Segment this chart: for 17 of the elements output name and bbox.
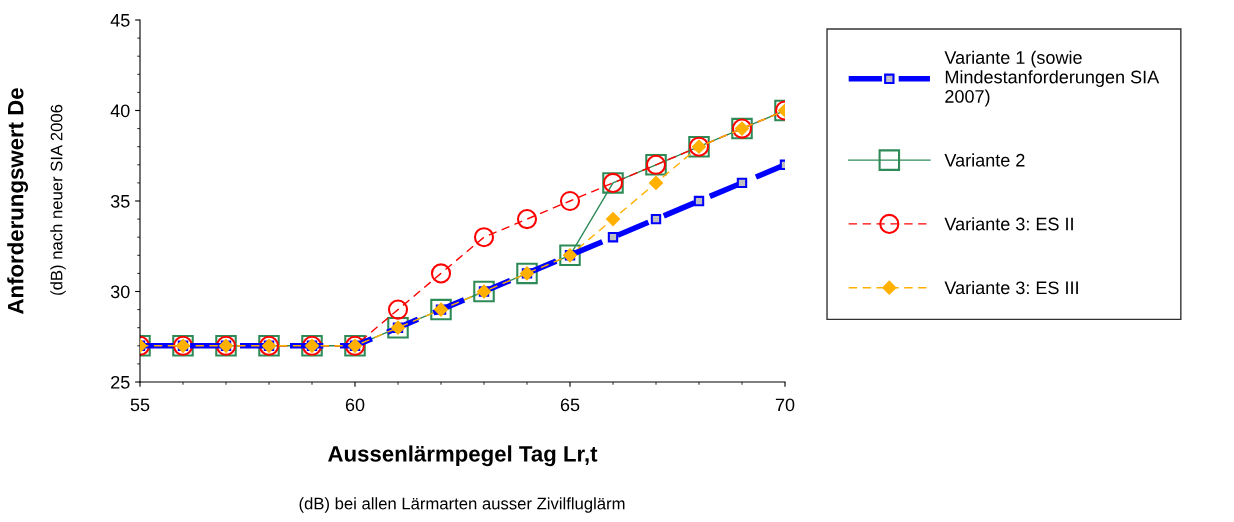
text: (dB) nach neuer SIA 2006 bbox=[50, 104, 66, 295]
text: (dB) bei allen Lärmarten ausser Zivilfluglärm bbox=[299, 497, 625, 513]
legend-label: Variante 1 (sowie Mindestanforderungen SIA 2007) bbox=[944, 50, 1160, 107]
y-tick-label: 45 bbox=[110, 14, 130, 27]
y-tick-label: 30 bbox=[110, 285, 130, 299]
x-axis-title: Aussenlärmpegel Tag Lr,t bbox=[328, 445, 598, 467]
legend-label: Variante 2 bbox=[944, 153, 1025, 167]
x-tick-label: 60 bbox=[345, 398, 365, 412]
y-tick-label: 25 bbox=[111, 375, 130, 389]
x-tick-label: 70 bbox=[775, 398, 795, 412]
x-tick-label: 55 bbox=[130, 398, 150, 412]
legend-label: Variante 3: ES III bbox=[944, 280, 1078, 295]
legend-label: Variante 3: ES II bbox=[944, 217, 1073, 231]
y-tick-label: 40 bbox=[110, 104, 130, 118]
y-tick-label: 35 bbox=[110, 194, 130, 208]
x-tick-label: 65 bbox=[560, 398, 580, 412]
y-axis-title: Anforderungswert De bbox=[7, 88, 28, 315]
